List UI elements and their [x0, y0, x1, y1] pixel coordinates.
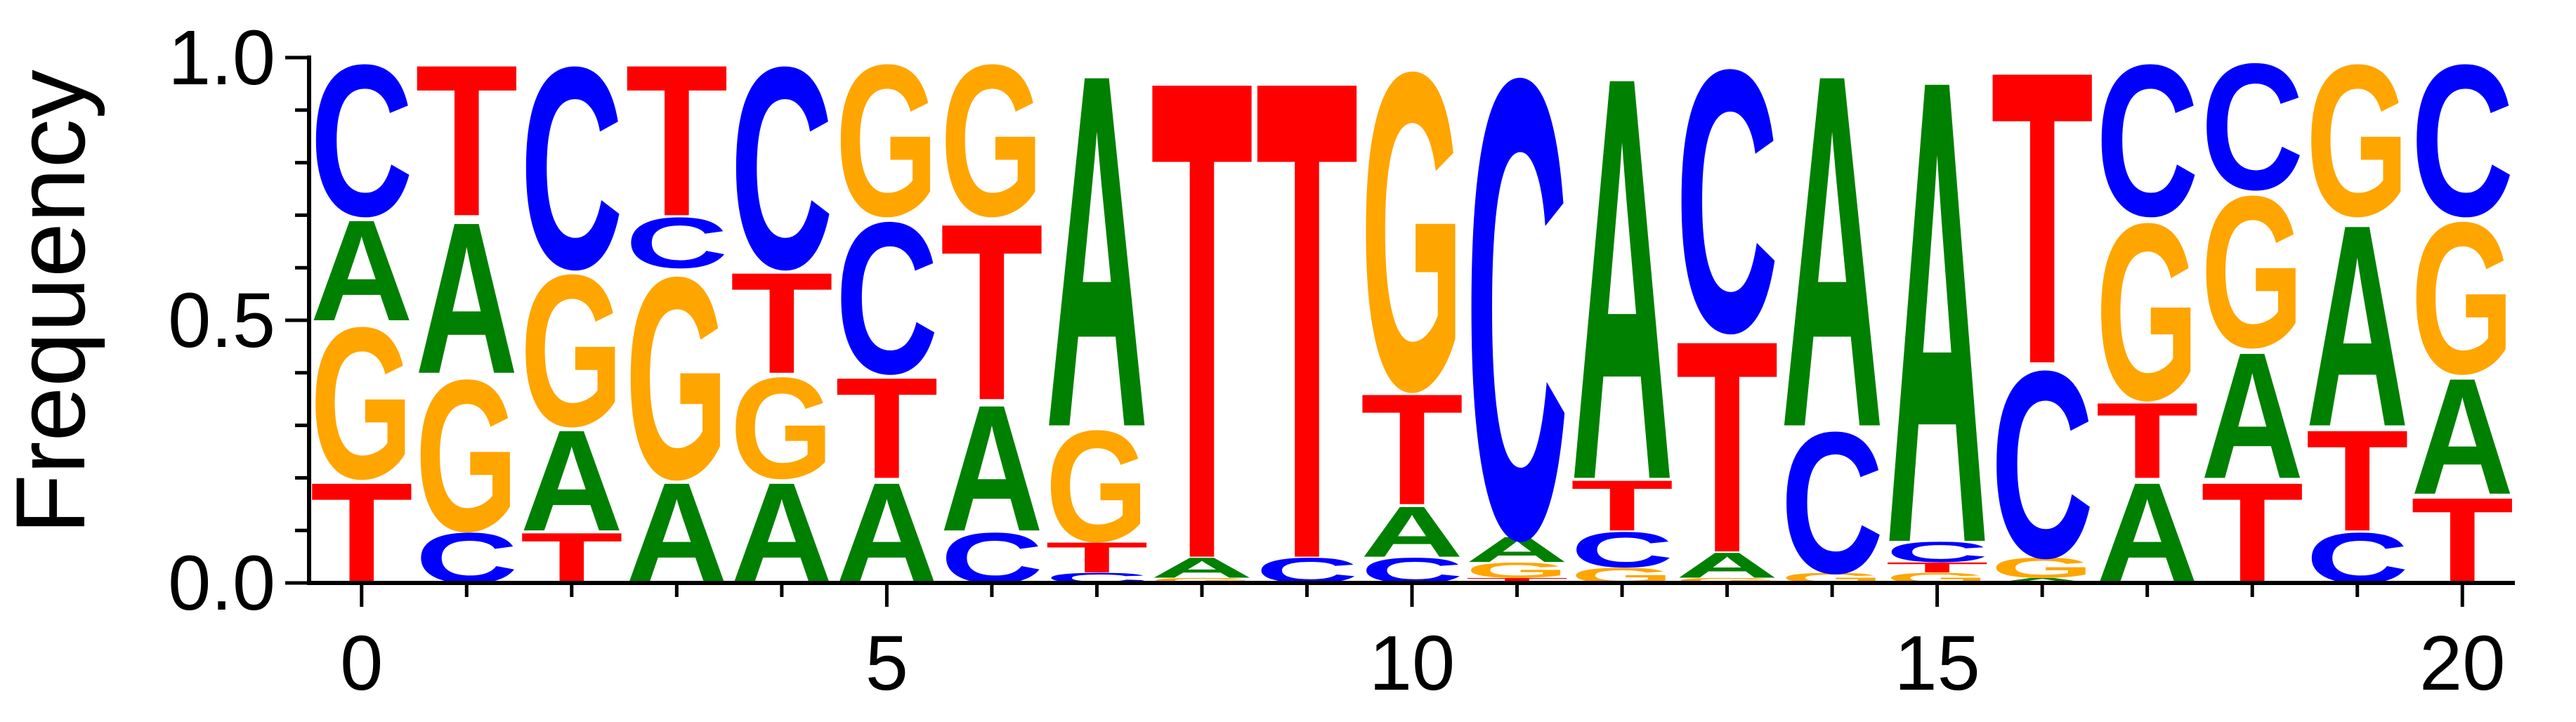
logo-letter-G-pos-11: G	[1465, 558, 1569, 582]
logo-letter-C-pos-15: C	[1885, 536, 1989, 568]
logo-letter-T-pos-5: T	[835, 348, 939, 509]
logo-letter-C-pos-5: C	[835, 178, 939, 419]
logo-letter-A-pos-11: A	[1465, 530, 1569, 570]
logo-letter-A-pos-7: A	[1045, 0, 1149, 532]
logo-letter-A-pos-12: A	[1571, 0, 1674, 600]
logo-letter-T-pos-16: T	[1991, 0, 2094, 452]
logo-letter-A-pos-15: A	[1885, 0, 1989, 682]
logo-letter-C-pos-17: C	[2096, 20, 2199, 262]
logo-letter-G-pos-0: G	[310, 283, 413, 525]
logo-letter-C-pos-12: C	[1571, 522, 1674, 578]
logo-letter-T-pos-7: T	[1045, 533, 1149, 582]
logo-letter-C-pos-16: C	[1991, 315, 2094, 613]
logo-letter-A-pos-1: A	[415, 178, 518, 419]
logo-letter-A-pos-19: A	[2306, 164, 2409, 487]
logo-letter-G-pos-13: G	[1675, 577, 1779, 584]
y-tick-label: 1.0	[168, 15, 275, 101]
logo-letter-G-pos-18: G	[2201, 152, 2304, 393]
logo-letter-A-pos-8: A	[1151, 552, 1254, 584]
logo-letter-G-pos-19: G	[2306, 20, 2409, 262]
logo-letter-T-pos-6: T	[941, 171, 1044, 453]
logo-letter-T-pos-11: T	[1465, 577, 1569, 584]
logo-letter-G-pos-2: G	[521, 230, 624, 472]
logo-letter-G-pos-8: G	[1151, 577, 1254, 584]
logo-letter-G-pos-1: G	[415, 336, 518, 577]
logo-letter-A-pos-2: A	[521, 400, 624, 561]
logo-letter-A-pos-16: A	[1991, 577, 2094, 584]
logo-letter-T-pos-13: T	[1675, 277, 1779, 616]
logo-letter-C-pos-4: C	[731, 7, 834, 329]
logo-letter-C-pos-13: C	[1675, 0, 1779, 411]
logo-letter-T-pos-10: T	[1361, 361, 1464, 538]
logo-letter-C-pos-14: C	[1781, 390, 1884, 615]
axes: 0.0 0.5 1.0 0 5 10 15 20	[168, 15, 2515, 707]
logo-letter-G-pos-20: G	[2411, 178, 2514, 419]
logo-letter-G-pos-17: G	[2096, 171, 2199, 453]
logo-letter-G-pos-4: G	[731, 348, 834, 508]
logo-letter-T-pos-15: T	[1885, 560, 1989, 576]
logo-letter-C-pos-18: C	[2201, 27, 2304, 228]
logo-letter-A-pos-0: A	[310, 190, 413, 351]
logo-letter-T-pos-17: T	[2096, 380, 2199, 501]
logo-letter-A-pos-20: A	[2411, 343, 2514, 529]
logo-letter-C-pos-11: C	[1465, 0, 1569, 676]
logo-letter-A-pos-10: A	[1361, 492, 1464, 572]
x-tick-label: 5	[865, 620, 908, 707]
x-tick-label: 20	[2419, 620, 2505, 707]
logo-letter-A-pos-13: A	[1675, 545, 1779, 585]
y-tick-label: 0.0	[168, 540, 275, 626]
x-tick-label: 10	[1369, 620, 1455, 707]
logo-letter-A-pos-18: A	[2201, 316, 2304, 517]
logo-letter-A-pos-14: A	[1781, 0, 1884, 532]
x-ticks: 0 5 10 15 20	[340, 583, 2505, 707]
logo-letter-C-pos-20: C	[2411, 20, 2514, 262]
logo-letter-T-pos-12: T	[1571, 466, 1674, 546]
y-tick-label: 0.5	[168, 277, 275, 364]
logo-letter-G-pos-6: G	[941, 20, 1044, 262]
logo-letter-T-pos-19: T	[2306, 400, 2409, 561]
logo-letter-T-pos-3: T	[625, 20, 728, 262]
x-tick-label: 0	[340, 620, 383, 707]
logo-letter-G-pos-16: G	[1991, 551, 2094, 584]
logo-letter-A-pos-6: A	[941, 368, 1044, 569]
logo-letter-G-pos-10: G	[1361, 0, 1464, 485]
logo-letter-T-pos-1: T	[415, 20, 518, 262]
logo-letter-C-pos-3: C	[625, 203, 728, 284]
y-ticks: 0.0 0.5 1.0	[168, 15, 309, 626]
x-tick-label: 15	[1894, 620, 1980, 707]
logo-letter-G-pos-7: G	[1045, 398, 1149, 575]
logo-letter-G-pos-5: G	[835, 20, 939, 262]
logo-letter-C-pos-0: C	[310, 20, 413, 262]
logo-letter-G-pos-3: G	[625, 217, 728, 539]
y-axis-label: Frequency	[0, 70, 105, 534]
logo-letter-C-pos-2: C	[521, 7, 624, 329]
logo-letter-T-pos-4: T	[731, 243, 834, 404]
